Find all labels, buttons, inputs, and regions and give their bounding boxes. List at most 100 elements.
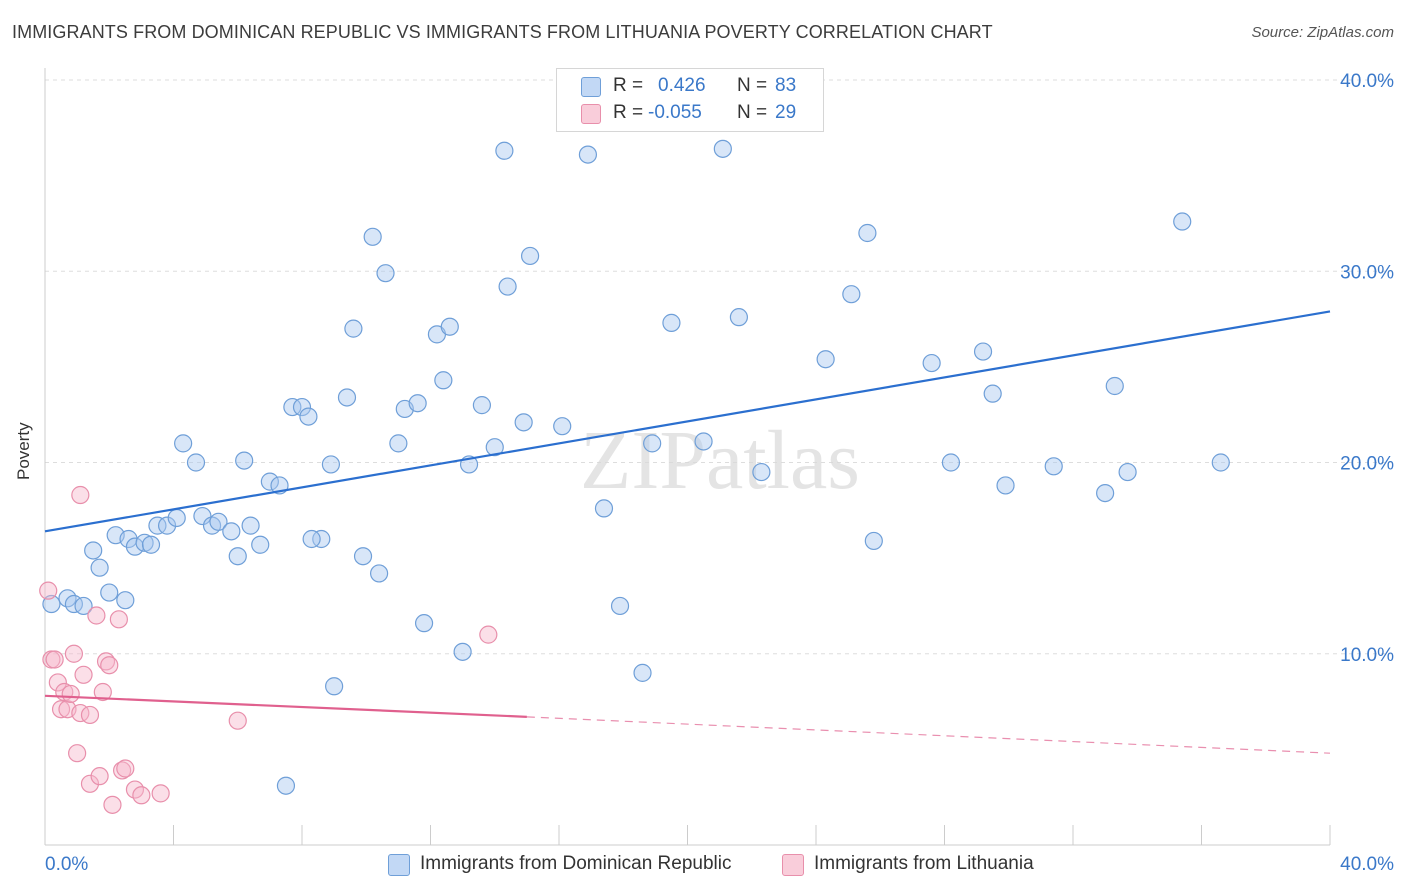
- data-point-dominican: [321, 455, 341, 474]
- data-point-dominican: [74, 596, 93, 616]
- data-point-dominican: [514, 413, 533, 432]
- data-point-dominican: [578, 145, 598, 164]
- data-point-dominican: [983, 384, 1002, 403]
- data-point-dominican: [440, 317, 459, 336]
- data-point-dominican: [148, 516, 167, 535]
- data-point-dominican: [167, 508, 186, 528]
- data-point-dominican: [292, 397, 312, 417]
- trend-line-lithuania-extension: [526, 716, 1331, 754]
- data-point-dominican: [434, 371, 453, 390]
- data-point-dominican: [662, 313, 681, 332]
- data-point-dominican: [520, 246, 540, 266]
- data-point-lithuania: [90, 767, 109, 786]
- y-tick-label: 20.0%: [1340, 454, 1394, 475]
- data-point-dominican: [472, 396, 491, 415]
- data-point-lithuania: [80, 774, 100, 793]
- data-point-dominican: [157, 516, 177, 535]
- data-point-dominican: [376, 264, 395, 283]
- data-point-dominican: [174, 434, 193, 453]
- grid-lines: [45, 79, 1392, 655]
- data-point-dominican: [553, 417, 572, 436]
- data-point-dominican: [842, 285, 861, 304]
- data-point-dominican: [193, 506, 212, 526]
- data-point-dominican: [241, 516, 260, 535]
- data-point-dominican: [141, 535, 161, 554]
- legend-swatch-blue: [581, 77, 601, 97]
- data-point-dominican: [694, 432, 713, 451]
- data-point-dominican: [414, 614, 434, 633]
- data-point-dominican: [713, 139, 732, 158]
- series-dominican-points: [42, 139, 1230, 795]
- legend-r-value: 0.426: [658, 75, 706, 96]
- y-tick-label: 40.0%: [1340, 71, 1394, 92]
- data-point-lithuania: [116, 759, 135, 778]
- data-point-dominican: [633, 663, 652, 682]
- data-point-dominican: [1096, 484, 1115, 503]
- data-point-dominican: [389, 434, 408, 453]
- data-point-dominican: [312, 529, 331, 549]
- data-point-dominican: [42, 594, 61, 614]
- data-point-dominican: [235, 451, 254, 470]
- data-point-lithuania: [74, 665, 93, 684]
- data-point-lithuania: [132, 786, 151, 805]
- data-point-dominican: [941, 453, 961, 472]
- y-axis-label: Poverty: [14, 422, 33, 480]
- data-point-lithuania: [51, 700, 71, 719]
- data-point-dominican: [100, 583, 119, 602]
- data-point-dominican: [729, 308, 749, 327]
- legend-r-value: -0.055: [648, 102, 702, 123]
- y-tick-label: 30.0%: [1340, 262, 1394, 283]
- data-point-dominican: [1118, 462, 1137, 482]
- legend-label: Immigrants from Lithuania: [814, 853, 1034, 874]
- data-point-dominican: [1105, 376, 1124, 396]
- data-point-lithuania: [479, 625, 498, 644]
- data-point-lithuania: [64, 644, 84, 663]
- series-lithuania-points: [39, 485, 498, 814]
- tick-labels: 10.0% 20.0% 30.0% 40.0% 0.0% 40.0%: [45, 71, 1394, 875]
- data-point-dominican: [495, 141, 514, 160]
- source-note: Source: ZipAtlas.com: [1251, 24, 1394, 41]
- data-point-dominican: [996, 476, 1015, 495]
- legend-swatch-pink: [581, 104, 601, 124]
- data-point-dominican: [408, 394, 427, 413]
- y-tick-label: 10.0%: [1340, 645, 1394, 666]
- data-point-dominican: [276, 776, 296, 795]
- data-point-dominican: [485, 438, 504, 457]
- chart-title: IMMIGRANTS FROM DOMINICAN REPUBLIC VS IM…: [12, 22, 993, 42]
- data-point-dominican: [222, 522, 241, 541]
- axes: [44, 68, 1331, 846]
- data-point-dominican: [125, 537, 145, 556]
- data-point-lithuania: [39, 581, 58, 600]
- data-point-lithuania: [109, 610, 128, 629]
- data-point-lithuania: [100, 656, 119, 675]
- data-point-dominican: [1173, 212, 1192, 231]
- data-point-lithuania: [80, 705, 100, 725]
- data-point-dominican: [353, 547, 373, 566]
- legend-n-value: 29: [775, 102, 797, 123]
- data-point-dominican: [752, 462, 771, 482]
- trend-line-dominican: [44, 310, 1331, 533]
- data-point-dominican: [370, 564, 389, 583]
- data-point-dominican: [816, 350, 835, 369]
- data-point-lithuania: [228, 711, 247, 730]
- watermark: ZIPatlas: [580, 414, 860, 507]
- data-point-lithuania: [87, 606, 106, 625]
- data-point-dominican: [90, 558, 109, 577]
- legend-label: Immigrants from Dominican Republic: [420, 853, 732, 874]
- data-point-dominican: [299, 407, 318, 426]
- data-point-lithuania: [151, 784, 170, 803]
- data-point-dominican: [209, 512, 228, 531]
- data-point-dominican: [135, 533, 154, 552]
- data-point-dominican: [643, 434, 662, 453]
- x-tick-label: 40.0%: [1340, 854, 1394, 875]
- data-point-dominican: [325, 677, 344, 696]
- data-point-lithuania: [71, 485, 90, 505]
- data-point-dominican: [858, 223, 877, 243]
- data-point-lithuania: [45, 650, 64, 669]
- legend-r-label: R =: [613, 102, 644, 123]
- data-point-dominican: [498, 277, 517, 296]
- x-tick-label: 0.0%: [45, 854, 88, 875]
- data-point-lithuania: [61, 684, 80, 704]
- data-point-dominican: [337, 388, 357, 407]
